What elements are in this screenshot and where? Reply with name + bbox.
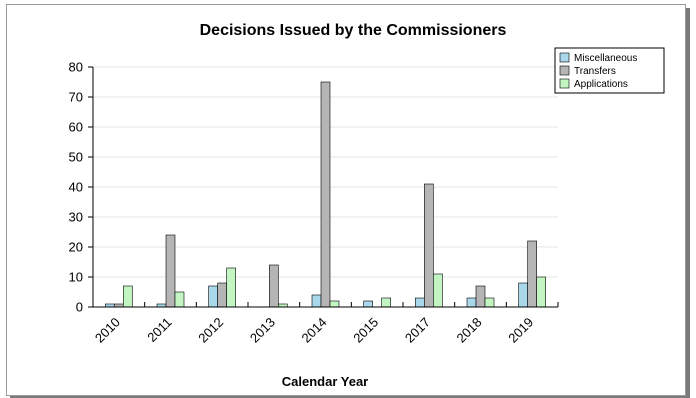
x-tick-label: 2019	[505, 315, 536, 346]
x-tick-label: 2018	[454, 315, 485, 346]
bar-miscellaneous-2019	[518, 282, 528, 308]
chart: Decisions Issued by the Commissioners 0 1…	[69, 22, 665, 389]
y-tick-label: 10	[69, 270, 83, 285]
x-tick-label: 2013	[247, 315, 278, 346]
bar-miscellaneous-2014	[311, 294, 322, 308]
x-tick-label: 2011	[144, 315, 174, 345]
bar-transfers-2017	[424, 183, 434, 308]
legend-label-miscellaneous: Miscellaneous	[574, 53, 637, 64]
bar-applications-2018	[484, 297, 495, 308]
x-ticks: 2010 2011 2012 2013 2014 2015 2017 2018 2019	[92, 302, 559, 346]
y-tick-label: 30	[69, 210, 83, 225]
legend: Miscellaneous Transfers Applications	[554, 47, 665, 94]
bar-applications-2017	[433, 273, 443, 308]
y-ticks: 0 10 20 30 40 50 60 70 80	[69, 60, 93, 315]
legend-label-applications: Applications	[574, 79, 628, 90]
legend-swatch-miscellaneous	[559, 52, 570, 63]
y-tick-label: 20	[69, 240, 83, 255]
bar-applications-2014	[329, 300, 340, 308]
bar-transfers-2019	[527, 240, 537, 308]
bar-applications-2010	[123, 285, 133, 308]
x-tick-label: 2017	[402, 315, 433, 346]
y-tick-label: 70	[69, 90, 83, 105]
legend-swatch-transfers	[559, 65, 570, 76]
legend-swatch-applications	[559, 78, 570, 89]
bar-transfers-2013	[269, 264, 279, 308]
y-tick-label: 80	[69, 60, 83, 75]
bars	[105, 81, 546, 308]
bar-miscellaneous-2018	[466, 297, 477, 308]
bar-transfers-2018	[475, 285, 486, 308]
chart-title: Decisions Issued by the Commissioners	[200, 22, 507, 39]
x-tick-label: 2014	[299, 315, 330, 346]
bar-miscellaneous-2017	[415, 297, 425, 308]
bar-applications-2012	[226, 267, 236, 308]
bar-miscellaneous-2015	[363, 300, 373, 308]
legend-label-transfers: Transfers	[574, 66, 616, 77]
x-axis-title: Calendar Year	[282, 374, 368, 389]
bar-transfers-2011	[165, 234, 176, 308]
y-tick-label: 60	[69, 120, 83, 135]
x-tick-label: 2010	[92, 315, 123, 346]
chart-frame: Decisions Issued by the Commissioners 0 1…	[6, 4, 686, 396]
y-tick-label: 40	[69, 180, 83, 195]
bar-applications-2011	[174, 291, 185, 308]
bar-miscellaneous-2012	[208, 285, 218, 308]
bar-applications-2019	[536, 276, 546, 308]
y-tick-label: 50	[69, 150, 83, 165]
bar-applications-2015	[381, 297, 391, 308]
x-tick-label: 2012	[195, 315, 226, 346]
x-tick-label: 2015	[350, 315, 381, 346]
y-tick-label: 0	[76, 300, 83, 315]
bar-transfers-2014	[320, 81, 331, 308]
legend-box	[554, 47, 665, 94]
bar-transfers-2012	[217, 282, 227, 308]
